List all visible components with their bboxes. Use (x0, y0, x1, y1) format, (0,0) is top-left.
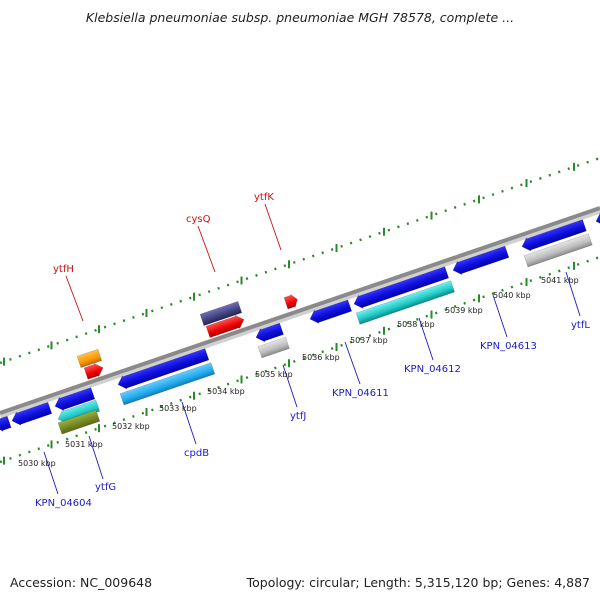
leader-line (88, 435, 104, 480)
map-title: Klebsiella pneumoniae subsp. pneumoniae … (85, 10, 515, 25)
gene-block (257, 336, 290, 359)
gene-label-reverse: KPN_04611 (332, 388, 389, 399)
gene-arrow (11, 401, 53, 426)
gene-arrow (309, 299, 353, 324)
gene-arrow (205, 314, 245, 338)
gene-block (119, 362, 216, 406)
tick-label: 5037 kbp (350, 336, 388, 345)
tick-label: 5035 kbp (255, 370, 293, 379)
gene-label-reverse: ytfG (95, 482, 116, 493)
gene-arrow (283, 293, 298, 310)
tick-label: 5040 kbp (493, 291, 531, 300)
leader-line (65, 275, 84, 322)
gene-arrow (353, 266, 449, 309)
gene-block (355, 280, 455, 325)
tick-label: 5030 kbp (18, 459, 56, 468)
gene-block (76, 348, 103, 369)
gene-label-reverse: KPN_04612 (404, 364, 461, 375)
gene-label-reverse: ytfL (571, 320, 590, 331)
gene-block (523, 233, 593, 268)
tick-labels: 5030 kbp 5031 kbp 5032 kbp 5033 kbp 5034 kbp… (18, 276, 579, 468)
gene-arrow (83, 362, 104, 380)
gene-label-forward: ytfK (254, 192, 274, 203)
gene-label-reverse: cpdB (184, 448, 209, 459)
tick-label: 5038 kbp (397, 320, 435, 329)
gene-label-reverse: KPN_04604 (35, 498, 92, 509)
backbone (0, 206, 600, 415)
gene-arrow (117, 348, 210, 390)
gene-label-forward: cysQ (186, 214, 211, 225)
leader-line (181, 401, 197, 445)
tick-label: 5036 kbp (302, 353, 340, 362)
leader-line (197, 225, 216, 273)
gene-arrow (54, 387, 96, 412)
tick-label: 5039 kbp (445, 306, 483, 315)
accession-text: Accession: NC_009648 (10, 575, 153, 590)
tick-label: 5034 kbp (207, 387, 245, 396)
major-ticks (3, 162, 575, 465)
leader-lines (43, 203, 581, 495)
forward-dotted-track (0, 156, 600, 365)
gene-block (199, 301, 243, 326)
tick-label: 5031 kbp (65, 440, 103, 449)
leader-line (264, 203, 282, 251)
leader-line (565, 271, 581, 317)
leader-line (492, 294, 508, 338)
gene-label-reverse: ytfJ (290, 411, 306, 422)
tick-label: 5033 kbp (159, 404, 197, 413)
leader-line (282, 364, 298, 408)
gene-arrow (255, 322, 284, 343)
leader-line (43, 451, 59, 495)
gene-arrow (452, 245, 510, 276)
genome-summary-text: Topology: circular; Length: 5,315,120 bp… (246, 575, 590, 590)
gene-arrow (521, 219, 587, 252)
tick-label: 5041 kbp (541, 276, 579, 285)
gene-features (0, 209, 600, 435)
tick-label: 5032 kbp (112, 422, 150, 431)
gene-label-reverse: KPN_04613 (480, 341, 537, 352)
leader-line (344, 341, 361, 385)
leader-line (418, 317, 434, 361)
gene-label-forward: ytfH (53, 264, 74, 275)
gene-block (57, 409, 101, 435)
gene-arrow (0, 415, 12, 432)
